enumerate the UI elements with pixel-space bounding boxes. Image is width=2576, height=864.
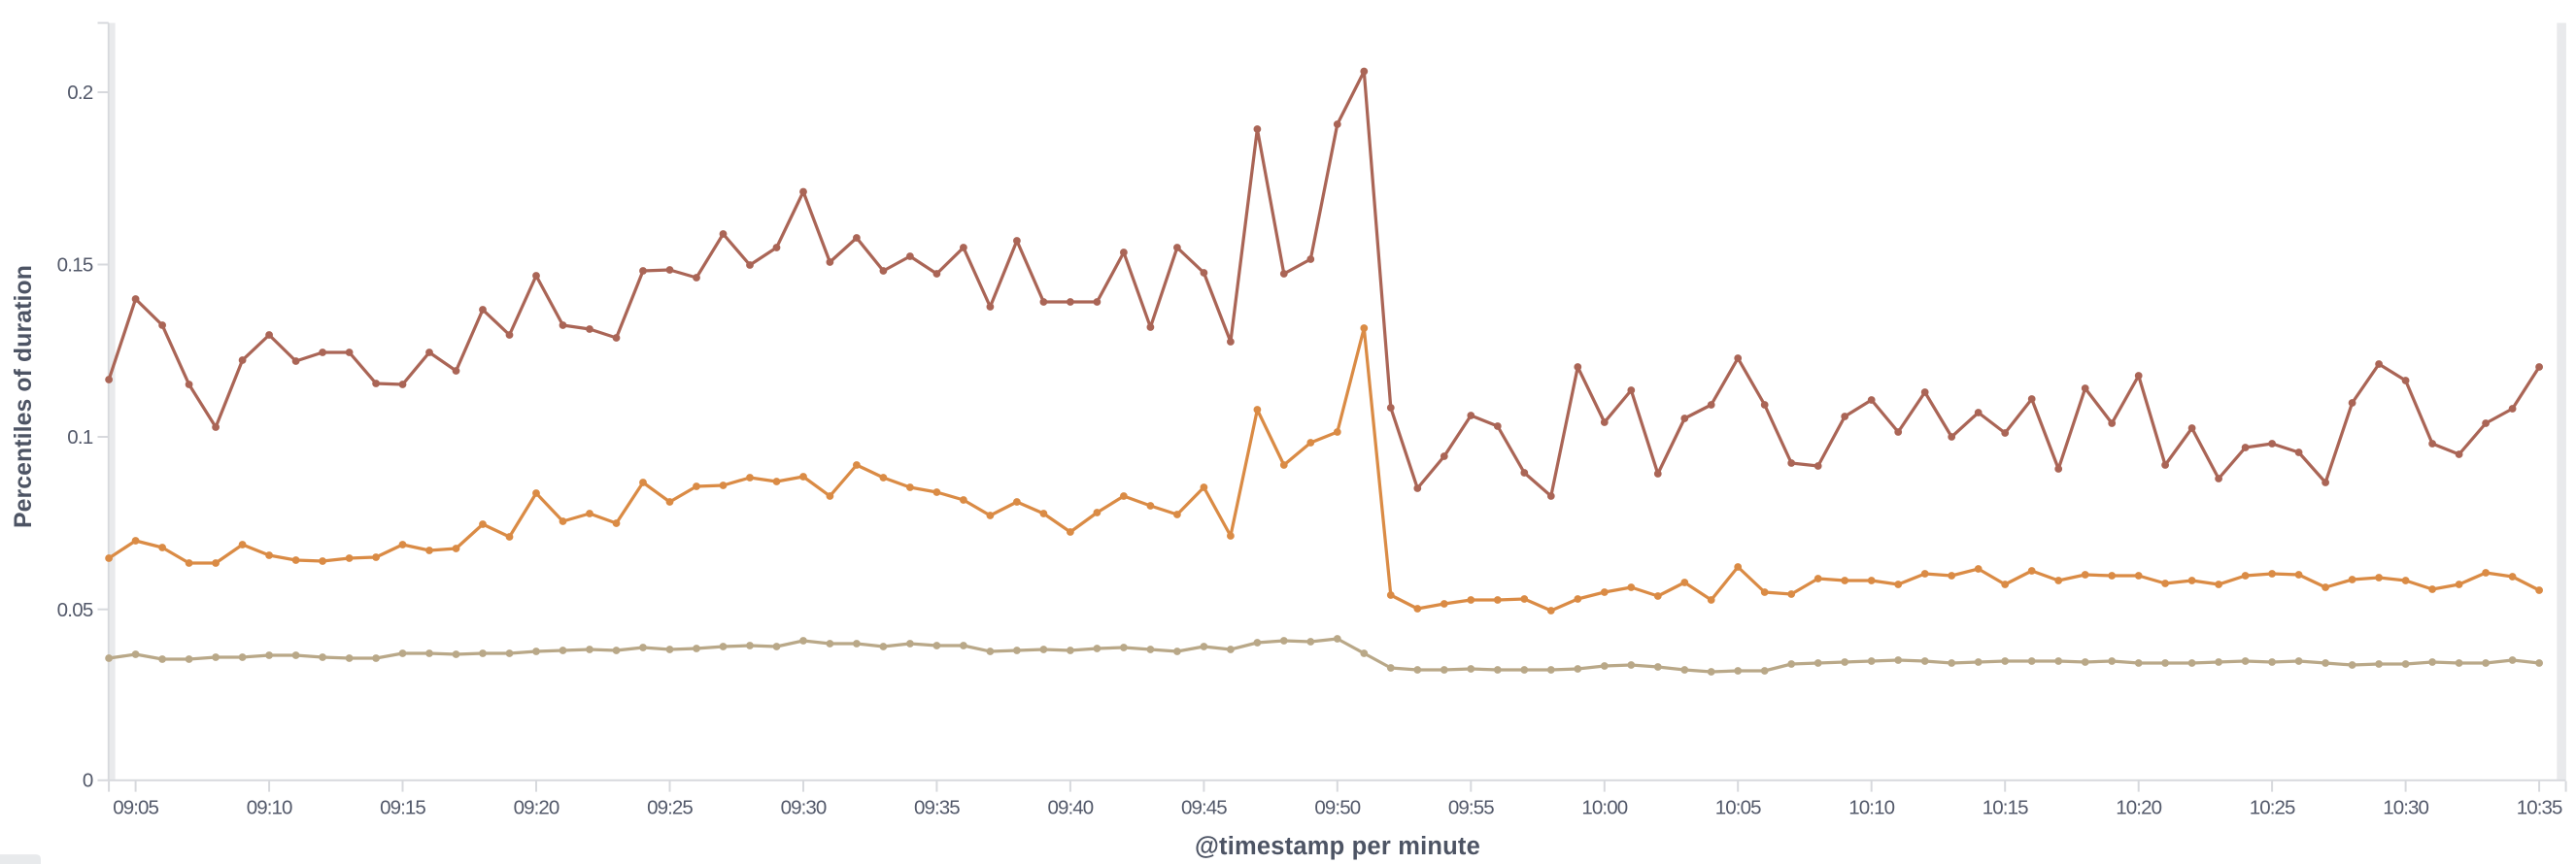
svg-text:0.15: 0.15 xyxy=(57,254,93,277)
svg-text:09:35: 09:35 xyxy=(914,796,960,818)
svg-text:0.2: 0.2 xyxy=(67,82,93,104)
svg-text:10:35: 10:35 xyxy=(2517,796,2562,818)
svg-text:10:15: 10:15 xyxy=(1983,796,2028,818)
svg-text:09:45: 09:45 xyxy=(1181,796,1227,818)
svg-text:0.1: 0.1 xyxy=(67,426,93,449)
svg-text:@timestamp per minute: @timestamp per minute xyxy=(1195,833,1480,860)
svg-text:09:05: 09:05 xyxy=(113,796,158,818)
svg-text:10:30: 10:30 xyxy=(2383,796,2428,818)
svg-text:09:10: 09:10 xyxy=(247,796,292,818)
svg-text:09:30: 09:30 xyxy=(781,796,827,818)
svg-text:09:15: 09:15 xyxy=(380,796,425,818)
svg-text:10:20: 10:20 xyxy=(2116,796,2161,818)
svg-text:10:25: 10:25 xyxy=(2250,796,2295,818)
svg-text:Percentiles of duration: Percentiles of duration xyxy=(11,265,37,528)
svg-text:09:25: 09:25 xyxy=(647,796,693,818)
svg-text:10:10: 10:10 xyxy=(1848,796,1894,818)
svg-text:10:00: 10:00 xyxy=(1581,796,1627,818)
svg-text:0.05: 0.05 xyxy=(57,599,93,621)
svg-text:09:40: 09:40 xyxy=(1047,796,1093,818)
svg-text:09:50: 09:50 xyxy=(1314,796,1360,818)
svg-text:0: 0 xyxy=(83,770,93,792)
svg-text:09:20: 09:20 xyxy=(514,796,559,818)
svg-text:09:55: 09:55 xyxy=(1448,796,1494,818)
svg-text:10:05: 10:05 xyxy=(1715,796,1761,818)
